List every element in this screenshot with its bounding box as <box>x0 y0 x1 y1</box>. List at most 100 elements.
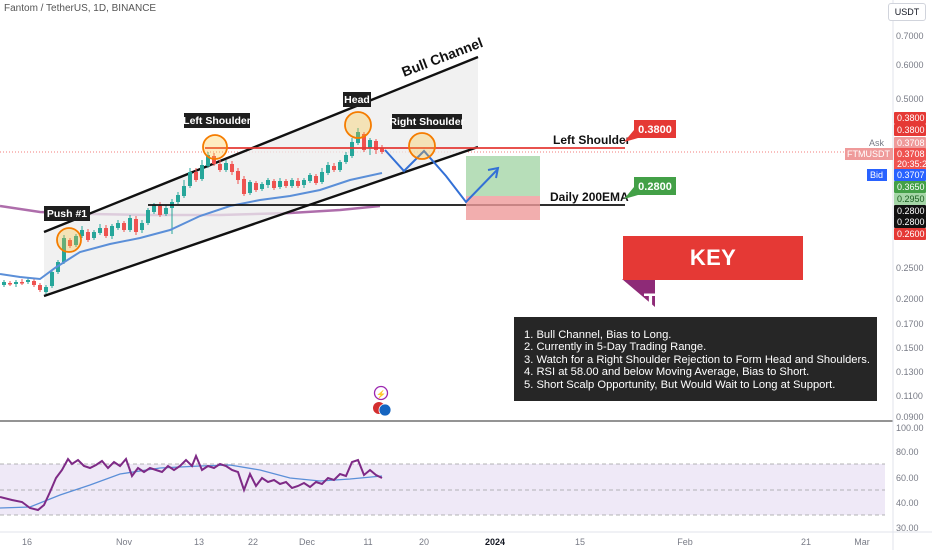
candle-body <box>242 179 246 194</box>
candle-body <box>146 210 150 223</box>
push-1-label-box <box>44 206 90 221</box>
candle <box>182 180 186 198</box>
candle <box>242 176 246 196</box>
ema-price-flag-text: 0.2800 <box>638 181 672 193</box>
takeaway-item: 2. Currently in 5-Day Trading Range. <box>524 341 707 354</box>
candle <box>92 230 96 240</box>
channel-lower-line <box>43 145 479 298</box>
candle-body <box>194 172 198 180</box>
last-price-tag-box <box>894 148 926 160</box>
price-tick-label: 0.0900 <box>896 412 924 422</box>
candle <box>122 221 126 232</box>
time-tick-label: Dec <box>299 537 316 547</box>
candle-body <box>380 148 384 152</box>
candle <box>320 168 324 184</box>
candle-body <box>272 181 276 188</box>
price-tick-label: 0.2500 <box>896 263 924 273</box>
left-shoulder-price-flag-text: 0.3800 <box>638 124 672 136</box>
candle-body <box>308 175 312 181</box>
candle <box>20 279 24 285</box>
candle-body <box>98 228 102 233</box>
right-shoulder-label: Right Shoulder <box>389 114 465 129</box>
candle-body <box>14 282 18 284</box>
candle <box>176 192 180 204</box>
right-shoulder-label-box <box>392 114 462 129</box>
candle <box>248 180 252 195</box>
red-level-tag-2: 0.3800 <box>894 124 926 136</box>
candle-body <box>266 180 270 185</box>
ask-label: Ask <box>869 138 885 148</box>
candle-body <box>248 182 252 193</box>
symbol-tag-text: FTMUSDT <box>847 149 890 159</box>
candle-body <box>26 280 30 282</box>
ask-price-tag-box <box>894 137 926 149</box>
bull-channel <box>43 55 479 298</box>
candle-body <box>110 226 114 236</box>
candle <box>116 220 120 230</box>
green-level-tag-2-text: 0.2950 <box>897 194 925 204</box>
candle <box>86 229 90 242</box>
candle <box>266 178 270 188</box>
candle-body <box>104 228 108 236</box>
price-tick-label: 0.7000 <box>896 31 924 41</box>
red-low-level-tag-box <box>894 228 926 240</box>
bid-label-box <box>867 169 887 181</box>
candle <box>272 179 276 190</box>
rsi-band <box>0 464 885 515</box>
candle-body <box>218 164 222 170</box>
time-axis[interactable]: 16 Nov 13 22 Dec 11 20 2024 15 Feb 21 Mar <box>22 537 870 547</box>
symbol-tag-box <box>845 148 893 160</box>
time-tick-label: 16 <box>22 537 32 547</box>
candle <box>260 182 264 191</box>
rsi-line <box>0 453 383 512</box>
price-tick-label: 0.1300 <box>896 367 924 377</box>
bid-price-tag: 0.3707 <box>894 169 926 181</box>
candle <box>344 152 348 164</box>
red-level-tag-box <box>894 112 926 124</box>
candle <box>374 139 378 154</box>
red-low-level-tag-text: 0.2600 <box>897 229 925 239</box>
projection-arrowhead <box>487 166 500 179</box>
candle <box>206 152 210 168</box>
candle-body <box>74 236 78 245</box>
banner-pointer <box>622 279 655 307</box>
candle <box>230 161 234 175</box>
price-axis[interactable]: 0.7000 0.6000 0.5000 0.2500 0.2000 0.1700 0.15… <box>845 31 932 533</box>
price-tick-label: 0.6000 <box>896 60 924 70</box>
candle <box>332 163 336 172</box>
candle-body <box>236 171 240 180</box>
candle <box>224 160 228 172</box>
candle-body <box>290 180 294 186</box>
key-takeaways-banner: KEY TAKEAWAYS <box>623 236 803 314</box>
candle <box>32 279 36 287</box>
candle-body <box>212 156 216 164</box>
ema-price-flag-shape <box>624 177 676 199</box>
candle-body <box>134 219 138 232</box>
candle-body <box>2 282 6 285</box>
us-flag-event-icon-2 <box>378 403 392 417</box>
rsi-tick-label: 40.00 <box>896 498 919 508</box>
currency-button[interactable]: USDT <box>888 3 926 21</box>
candle-body <box>182 186 186 196</box>
candle-body <box>350 142 354 156</box>
candle <box>314 174 318 185</box>
candle-body <box>338 162 342 170</box>
candle-body <box>80 230 84 236</box>
takeaway-item: 1. Bull Channel, Bias to Long. <box>524 329 672 341</box>
head-label: Head <box>343 92 371 107</box>
head-label-box <box>343 92 371 107</box>
candle <box>98 224 102 235</box>
price-tick-label: 0.2000 <box>896 294 924 304</box>
candle-body <box>326 165 330 173</box>
time-tick-label: 11 <box>363 537 372 547</box>
green-level-tag-2-box <box>894 193 926 205</box>
drawings <box>56 111 625 253</box>
candle-body <box>116 223 120 228</box>
left-shoulder-label: Left Shoulder <box>183 113 251 128</box>
ask-price-tag: 0.3708 <box>894 137 926 149</box>
key-takeaways-box: 1. Bull Channel, Bias to Long. 2. Curren… <box>514 317 877 401</box>
dark-level-tag-2-box <box>894 216 926 228</box>
symbol-title: Fantom / TetherUS, 1D, BINANCE <box>4 3 157 14</box>
time-tick-label: Feb <box>677 537 693 547</box>
